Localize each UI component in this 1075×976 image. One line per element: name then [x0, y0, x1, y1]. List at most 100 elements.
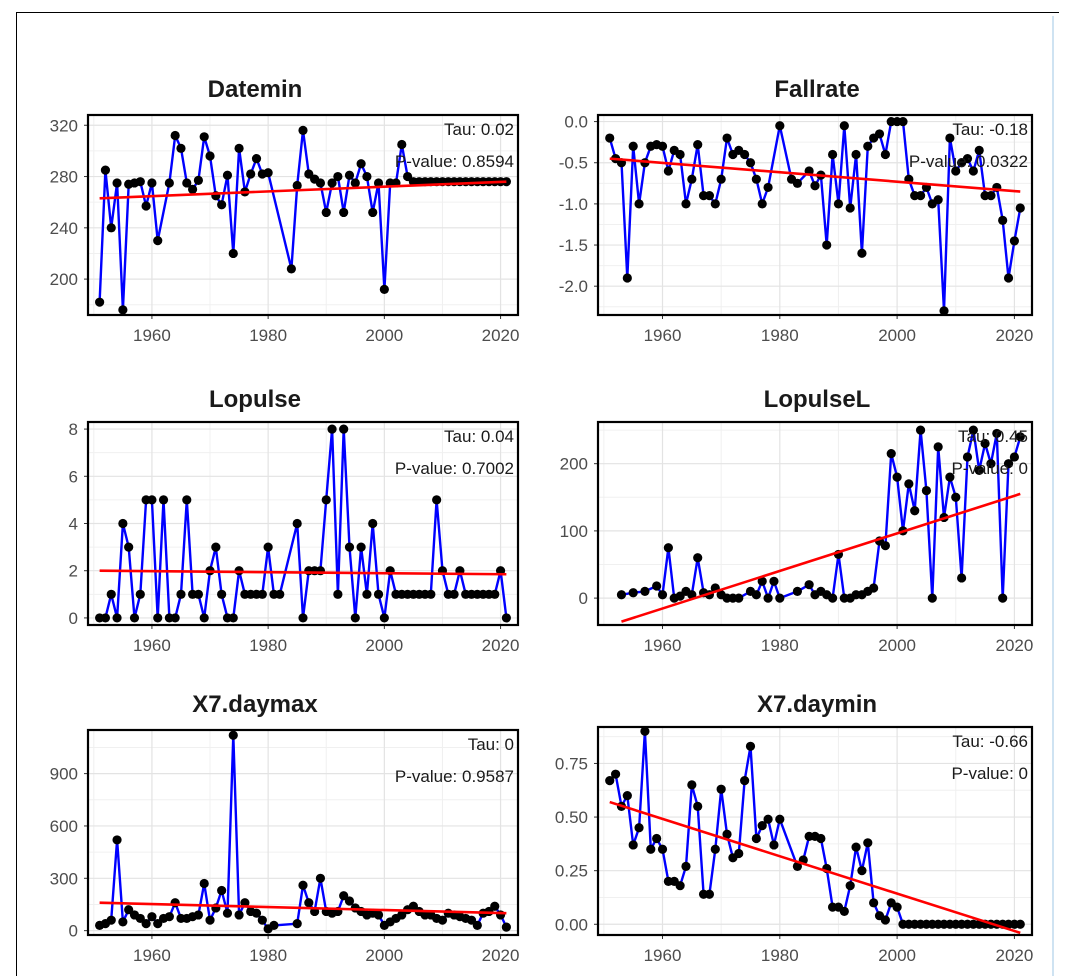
- data-point: [716, 784, 726, 794]
- data-point: [622, 791, 632, 801]
- data-point: [339, 207, 349, 218]
- y-tick-label: 2: [69, 562, 78, 581]
- data-point: [933, 195, 943, 205]
- data-point: [951, 492, 961, 502]
- data-point: [652, 581, 662, 591]
- data-point: [368, 518, 378, 529]
- data-point: [687, 174, 697, 184]
- panel-lopulsel: LopulseL 1960 1980 2000 2020 0 100 200 Tau: 0.45…: [560, 386, 1034, 655]
- data-point: [228, 613, 238, 623]
- data-point: [751, 590, 761, 600]
- x-tick-label: 1960: [644, 326, 682, 345]
- data-point: [350, 178, 360, 188]
- data-point: [646, 844, 656, 854]
- trend-line: [609, 800, 1021, 935]
- data-point: [228, 248, 238, 259]
- data-point: [501, 922, 511, 932]
- p-value-annotation: P-value: 0.8594: [395, 152, 514, 171]
- y-tick-label: 900: [50, 765, 78, 784]
- data-point: [193, 589, 204, 599]
- p-value-annotation: P-value: 0: [951, 459, 1028, 478]
- data-point: [663, 166, 673, 176]
- data-point: [716, 174, 726, 184]
- data-point: [757, 199, 767, 209]
- data-point: [704, 889, 715, 899]
- data-point: [775, 814, 785, 824]
- data-point: [957, 573, 967, 583]
- data-point: [437, 915, 448, 925]
- plot-border: [596, 420, 1034, 627]
- figure-frame-right: [1052, 16, 1054, 976]
- data-point: [898, 116, 908, 127]
- data-point: [141, 201, 151, 211]
- data-point: [263, 168, 273, 178]
- data-point: [292, 180, 302, 191]
- data-point: [217, 589, 227, 599]
- plot-background: [88, 730, 518, 935]
- data-point: [657, 141, 668, 151]
- x-tick-label: 1980: [761, 946, 799, 965]
- data-point: [112, 613, 122, 623]
- data-point: [951, 166, 961, 176]
- data-point: [315, 873, 326, 883]
- data-point: [263, 542, 273, 552]
- data-point: [769, 576, 779, 586]
- data-point: [251, 908, 262, 918]
- data-point: [432, 495, 442, 505]
- data-point: [327, 178, 337, 188]
- y-tick-label: 6: [69, 467, 78, 486]
- data-point: [910, 506, 920, 516]
- data-point: [968, 166, 978, 176]
- data-point: [426, 589, 436, 599]
- data-point: [1015, 432, 1025, 442]
- data-point: [863, 838, 873, 848]
- data-point: [827, 149, 838, 160]
- chart-title: Fallrate: [774, 76, 859, 103]
- x-tick-label: 1960: [644, 636, 682, 655]
- y-tick-label: 0.75: [555, 754, 588, 773]
- tau-annotation: Tau: -0.18: [952, 120, 1028, 139]
- data-point: [100, 165, 111, 175]
- data-point: [106, 915, 116, 925]
- data-point: [605, 133, 615, 143]
- panel-x7-daymax: X7.daymax 1960 1980 2000 2020 0 300 600 900 Tau: …: [50, 691, 520, 965]
- data-point: [675, 149, 685, 160]
- data-point: [869, 583, 879, 593]
- x-tick-label: 2020: [995, 326, 1033, 345]
- data-point: [321, 207, 331, 218]
- chart-title: Datemin: [208, 76, 303, 103]
- x-tick-label: 1980: [761, 326, 799, 345]
- data-point: [217, 885, 227, 896]
- y-tick-label: 200: [560, 455, 588, 474]
- x-tick-label: 1960: [133, 946, 171, 965]
- data-point: [344, 542, 355, 552]
- data-point: [275, 589, 285, 599]
- plot-background: [88, 115, 518, 315]
- data-point: [892, 472, 902, 482]
- p-value-annotation: P-value: 0: [951, 764, 1028, 783]
- data-point: [652, 833, 662, 844]
- data-point: [298, 125, 308, 135]
- data-point: [124, 542, 134, 552]
- data-point: [205, 151, 215, 161]
- data-point: [792, 178, 803, 188]
- data-point: [257, 589, 267, 599]
- data-point: [315, 178, 326, 188]
- data-point: [610, 769, 621, 779]
- x-tick-label: 2020: [482, 946, 520, 965]
- tau-annotation: Tau: 0: [468, 735, 514, 754]
- x-tick-label: 1960: [133, 326, 171, 345]
- data-point: [869, 898, 879, 908]
- chart-title: X7.daymax: [192, 691, 318, 718]
- tau-annotation: Tau: 0.02: [444, 120, 514, 139]
- data-point: [628, 840, 638, 850]
- x-tick-label: 2020: [482, 636, 520, 655]
- p-value-annotation: P-value: 0.7002: [395, 459, 514, 478]
- x-tick-label: 2020: [995, 946, 1033, 965]
- plot-border: [86, 420, 520, 627]
- data-point: [845, 203, 855, 213]
- p-value-annotation: P-value: 0.0322: [909, 152, 1028, 171]
- data-point: [675, 881, 685, 891]
- chart-title: Lopulse: [209, 386, 301, 413]
- data-point: [880, 915, 890, 925]
